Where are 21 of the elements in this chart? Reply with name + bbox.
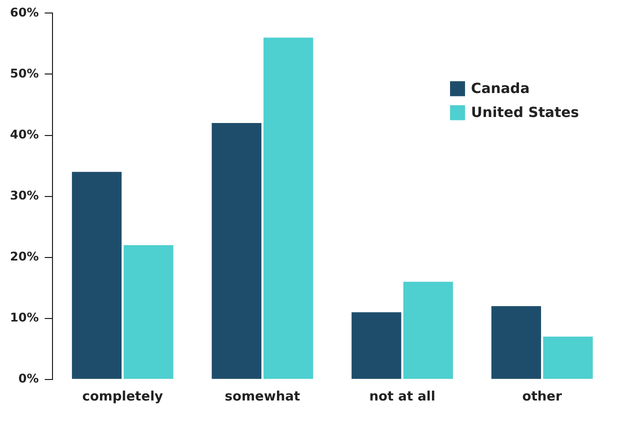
bar <box>352 312 402 379</box>
bar <box>212 123 262 379</box>
y-tick-label: 10% <box>10 310 39 324</box>
legend-label: United States <box>471 104 580 121</box>
bar <box>263 38 314 379</box>
y-tick-label: 0% <box>18 372 39 386</box>
y-tick-label: 20% <box>10 249 39 264</box>
x-tick-label: completely <box>82 390 164 405</box>
x-tick-label: not at all <box>369 390 436 405</box>
bar <box>124 245 174 379</box>
x-tick-label: somewhat <box>224 390 300 405</box>
y-tick-label: 30% <box>10 188 39 202</box>
legend-label: Canada <box>471 80 530 97</box>
bar <box>491 306 542 379</box>
x-tick-label: other <box>522 390 562 405</box>
bar <box>403 282 453 379</box>
y-tick-label: 40% <box>10 127 39 142</box>
y-tick-label: 60% <box>10 5 39 20</box>
y-tick-label: 50% <box>10 66 39 80</box>
bar <box>72 172 122 379</box>
bar <box>543 336 593 379</box>
